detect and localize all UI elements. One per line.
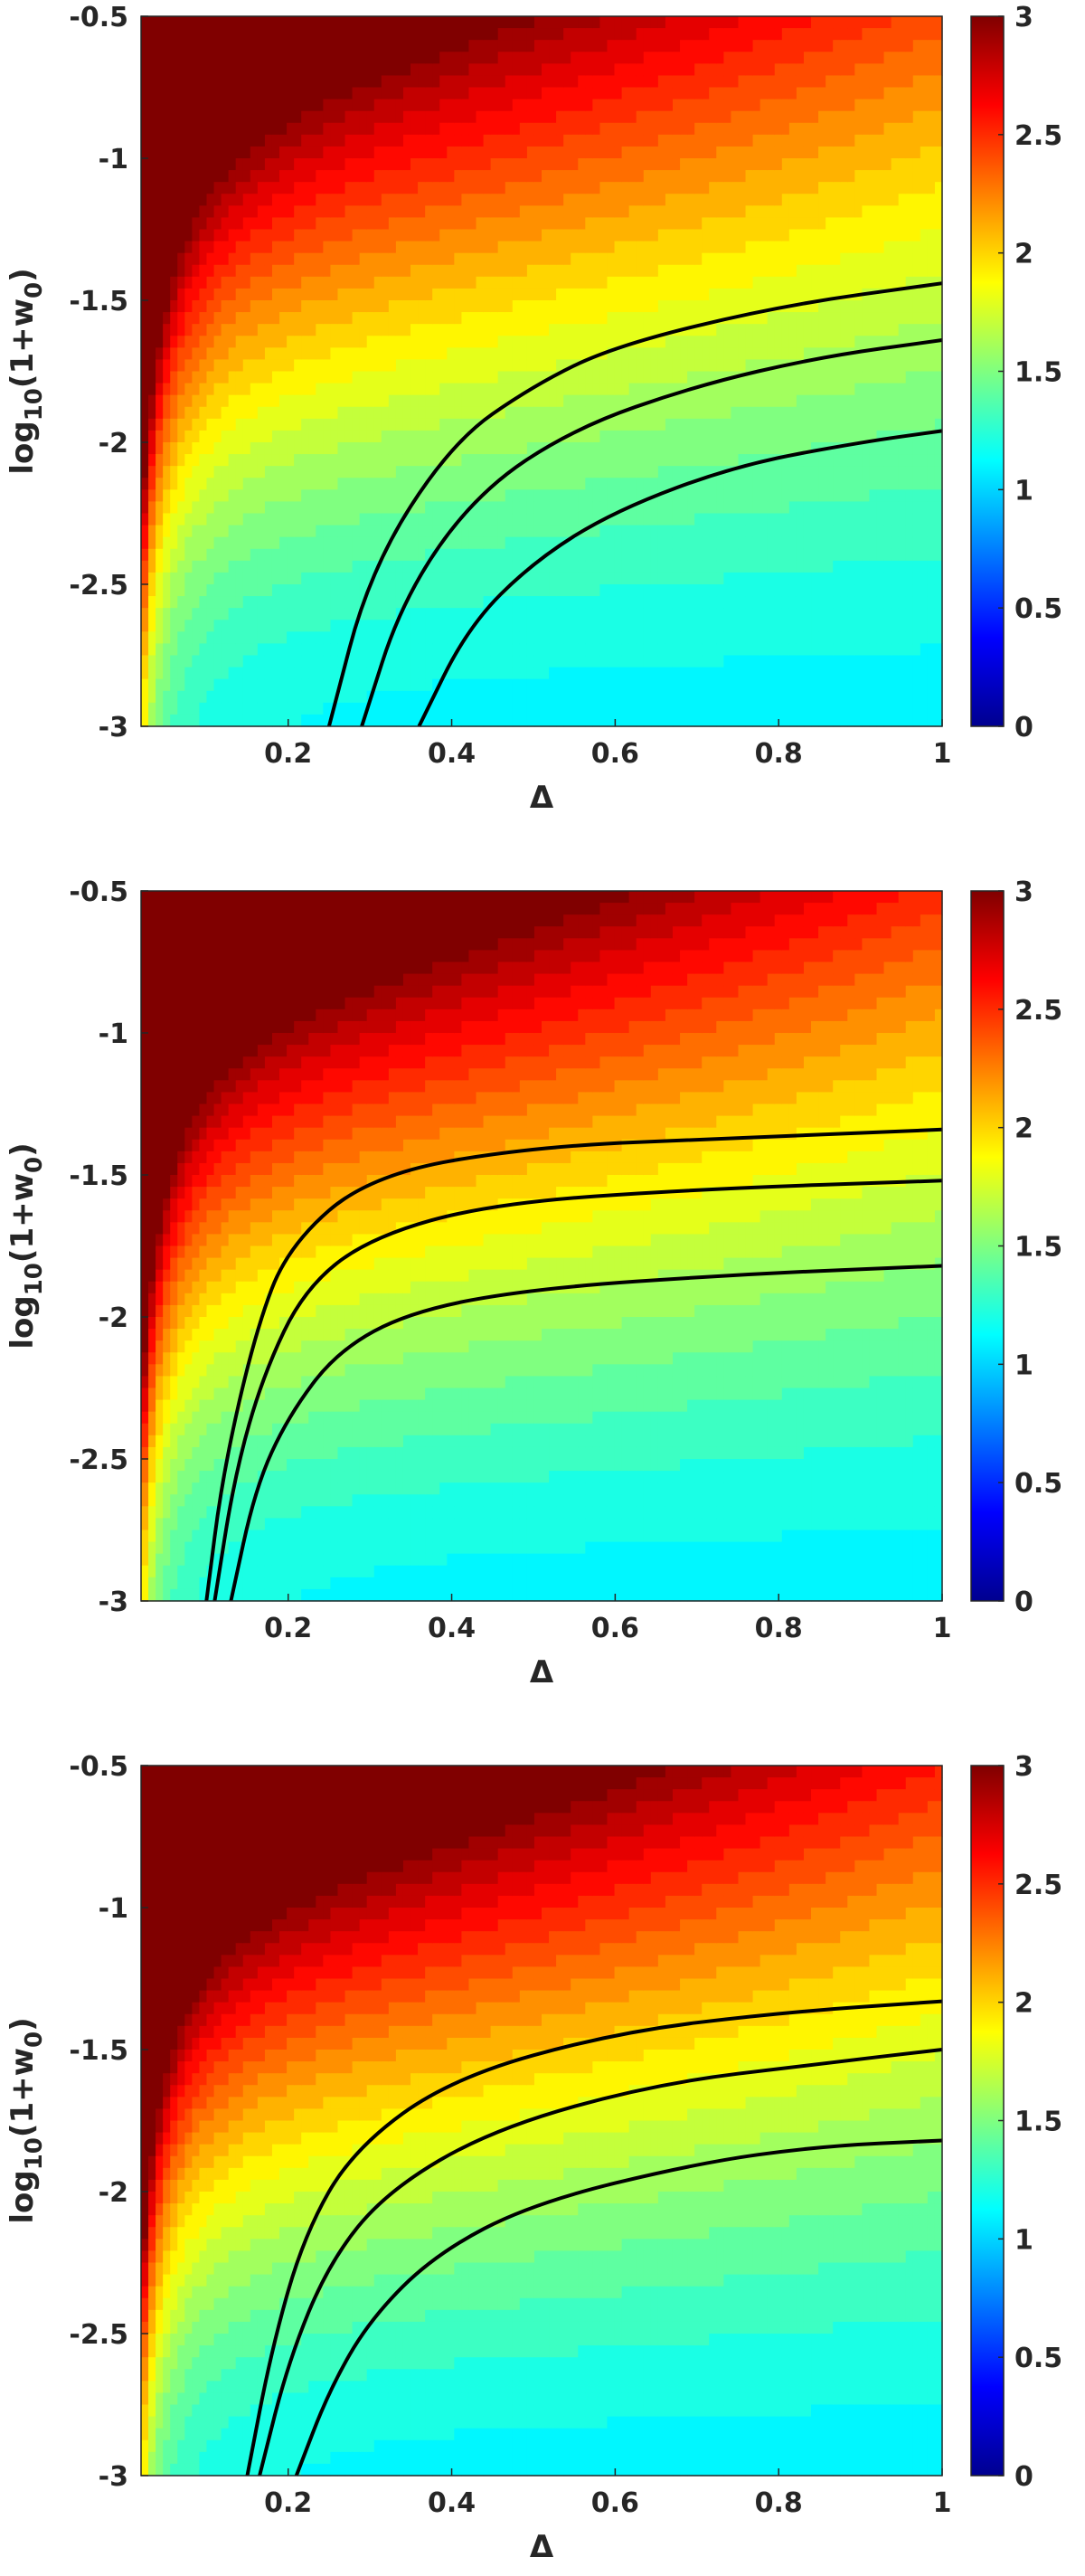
colorbar-3: 0 0.5 1 1.5 2 2.5 3: [970, 1751, 1062, 2493]
colorbar-tick-label: 0.5: [1014, 2343, 1062, 2374]
contour-line-2-2: [212, 1179, 943, 1602]
y-tick-label: -0.5: [69, 1751, 128, 1783]
x-tick-label: 0.8: [755, 738, 803, 770]
y-tick-label: -1.5: [69, 286, 128, 317]
colorbar-1: 0 0.5 1 1.5 2 2.5 3: [970, 2, 1062, 743]
y-tick-label: -1: [99, 1018, 128, 1050]
x-tick-label: 1: [933, 1613, 952, 1644]
colorbar-tick-label: 2.5: [1014, 120, 1062, 152]
y-tick-label: -3: [99, 712, 128, 743]
heatmap-field-3: [141, 1766, 943, 2477]
colorbar-tick-label: 1.5: [1014, 357, 1062, 389]
y-tick-label: -2.5: [69, 570, 128, 601]
plot-frame: [140, 1765, 943, 2477]
panel-1: 0.2 0.4 0.6 0.8 1 -0.5 -1 -1.5 -2 -2.5 -3 Δlog10(1+…: [5, 2, 1062, 816]
x-tick-label: 1: [933, 2487, 952, 2519]
colorbar-tick-label: 3: [1014, 2, 1033, 33]
colorbar-tick-label: 0: [1014, 2461, 1033, 2493]
x-tick-label: 0.6: [591, 1613, 639, 1644]
y-axis-label: log10(1+w0): [5, 1142, 48, 1349]
y-tick-label: -2.5: [69, 2319, 128, 2351]
plot-frame: [140, 15, 943, 727]
colorbar-tick-label: 0: [1014, 712, 1033, 743]
x-axis-label: Δ: [530, 1654, 554, 1690]
x-tick-label: 0.6: [591, 2487, 639, 2519]
x-axis-label: Δ: [530, 2529, 554, 2565]
colorbar-tick-label: 0.5: [1014, 593, 1062, 625]
y-tick-label: -3: [99, 1586, 128, 1618]
x-tick-label: 0.4: [428, 738, 476, 770]
colorbar-tick-label: 3: [1014, 1751, 1033, 1783]
y-tick-label: -2: [99, 428, 128, 459]
y-tick-label: -2: [99, 1302, 128, 1334]
heatmap-field-2: [141, 891, 943, 1602]
x-axis-label: Δ: [530, 780, 554, 816]
y-tick-label: -2.5: [69, 1444, 128, 1476]
colorbar-tick-label: 3: [1014, 876, 1033, 908]
y-tick-label: -0.5: [69, 2, 128, 33]
colorbar-tick-label: 2: [1014, 1988, 1033, 2020]
colorbar-2: 0 0.5 1 1.5 2 2.5 3: [970, 876, 1062, 1618]
panel-2: 0.2 0.4 0.6 0.8 1 -0.5 -1 -1.5 -2 -2.5 -3 Δlog10(1+…: [5, 876, 1062, 1690]
contour-line-3-3: [294, 2138, 943, 2477]
x-tick-label: 0.8: [755, 2487, 803, 2519]
y-axis-label: log10(1+w0): [5, 2017, 48, 2223]
x-tick-label: 0.2: [264, 738, 312, 770]
y-tick-label: -1.5: [69, 1160, 128, 1192]
contour-line-1-2: [360, 338, 943, 727]
contour-line-1-1: [326, 281, 943, 727]
y-tick-label: -3: [99, 2461, 128, 2493]
y-axis-label: log10(1+w0): [5, 268, 48, 474]
colorbar-tick-label: 1.5: [1014, 1232, 1062, 1264]
contour-line-2-3: [229, 1264, 943, 1602]
colorbar-tick-label: 1: [1014, 475, 1033, 507]
y-tick-label: -0.5: [69, 876, 128, 908]
colorbar-tick-label: 1: [1014, 1350, 1033, 1381]
y-tick-label: -1: [99, 144, 128, 175]
colorbar-tick-label: 2.5: [1014, 995, 1062, 1027]
x-tick-label: 0.2: [264, 1613, 312, 1644]
colorbar-tick-label: 0: [1014, 1586, 1033, 1618]
contour-line-3-1: [245, 1999, 943, 2477]
x-tick-label: 0.6: [591, 738, 639, 770]
x-tick-label: 1: [933, 738, 952, 770]
panel-3: 0.2 0.4 0.6 0.8 1 -0.5 -1 -1.5 -2 -2.5 -3 Δlog10(1+…: [5, 1751, 1062, 2565]
y-tick-label: -1.5: [69, 2035, 128, 2067]
x-tick-label: 0.4: [428, 1613, 476, 1644]
contour-line-2-1: [204, 1127, 943, 1602]
colorbar-tick-label: 2: [1014, 239, 1033, 270]
y-tick-label: -2: [99, 2177, 128, 2209]
y-tick-label: -1: [99, 1893, 128, 1925]
colorbar-tick-label: 2.5: [1014, 1870, 1062, 1901]
x-tick-label: 0.8: [755, 1613, 803, 1644]
contour-line-1-3: [417, 429, 943, 727]
colorbar-tick-label: 1: [1014, 2224, 1033, 2256]
heatmap-field-1: [141, 16, 943, 727]
x-tick-label: 0.2: [264, 2487, 312, 2519]
x-tick-label: 0.4: [428, 2487, 476, 2519]
contour-line-3-2: [258, 2048, 943, 2477]
colorbar-tick-label: 2: [1014, 1113, 1033, 1145]
colorbar-tick-label: 1.5: [1014, 2107, 1062, 2138]
colorbar-tick-label: 0.5: [1014, 1468, 1062, 1500]
plot-frame: [140, 890, 943, 1602]
